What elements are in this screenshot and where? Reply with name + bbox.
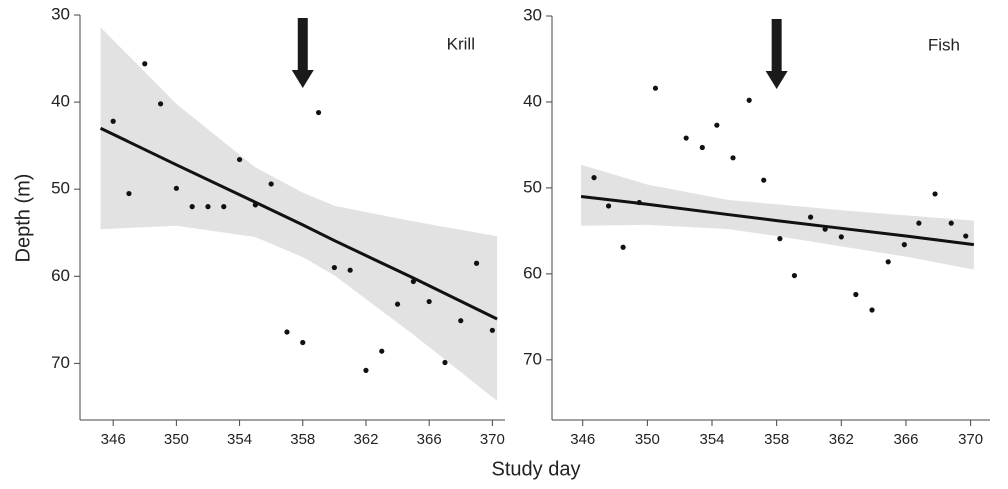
data-point <box>620 244 626 250</box>
panel-label: Fish <box>928 35 960 54</box>
data-point <box>807 214 814 220</box>
x-tick-label: 350 <box>164 431 189 448</box>
y-tick-label: 40 <box>51 92 70 111</box>
data-point <box>683 135 689 141</box>
data-point <box>822 226 828 232</box>
data-point <box>777 236 783 242</box>
data-point <box>110 118 116 124</box>
event-arrow <box>765 19 788 89</box>
data-point <box>458 318 464 324</box>
data-point <box>838 234 844 240</box>
x-tick-label: 362 <box>829 431 854 448</box>
data-point <box>791 272 798 279</box>
x-tick-label: 346 <box>101 431 126 448</box>
data-point <box>142 61 148 67</box>
x-tick-label: 354 <box>699 431 724 448</box>
data-point <box>410 278 416 285</box>
y-axis-label: Depth (m) <box>12 174 34 263</box>
data-point <box>473 260 480 266</box>
x-tick-label: 366 <box>417 431 442 448</box>
data-point <box>284 329 290 335</box>
data-point <box>363 367 369 373</box>
x-tick-label: 358 <box>290 431 315 448</box>
data-point <box>221 204 227 210</box>
data-point <box>699 144 705 151</box>
data-point <box>652 85 659 91</box>
x-tick-label: 350 <box>635 431 660 448</box>
data-point <box>948 220 954 226</box>
confidence-band <box>100 27 498 401</box>
data-point <box>205 204 211 210</box>
data-point <box>347 267 353 273</box>
data-point <box>489 327 495 333</box>
y-tick-label: 70 <box>523 349 542 368</box>
data-point <box>300 339 306 346</box>
data-point <box>394 301 401 307</box>
panel-label: Krill <box>447 34 475 53</box>
y-tick-label: 70 <box>51 353 70 372</box>
data-point <box>901 242 907 248</box>
data-point <box>605 203 612 209</box>
data-point <box>714 122 720 128</box>
data-point <box>636 199 642 206</box>
data-point <box>236 156 243 163</box>
data-point <box>869 307 875 313</box>
y-tick-label: 40 <box>523 91 542 110</box>
x-tick-label: 354 <box>227 431 252 448</box>
data-point <box>189 204 195 210</box>
data-point <box>916 220 922 226</box>
data-point <box>268 181 274 187</box>
x-tick-label: 346 <box>570 431 595 448</box>
y-tick-label: 60 <box>523 263 542 282</box>
data-point <box>173 185 179 191</box>
data-point <box>331 264 337 271</box>
data-point <box>730 155 736 161</box>
x-tick-label: 370 <box>480 431 505 448</box>
x-axis-label: Study day <box>492 458 581 480</box>
data-point <box>426 298 432 305</box>
x-tick-label: 370 <box>958 431 983 448</box>
event-arrow <box>291 18 314 88</box>
y-tick-label: 50 <box>51 179 70 198</box>
data-point <box>885 259 891 265</box>
y-tick-label: 50 <box>523 177 542 196</box>
regression-line <box>580 195 975 247</box>
data-point <box>315 109 322 116</box>
data-point <box>932 191 938 197</box>
data-point <box>157 101 164 107</box>
regression-line <box>99 126 498 321</box>
x-tick-label: 362 <box>353 431 378 448</box>
y-tick-label: 60 <box>51 266 70 285</box>
data-point <box>442 359 448 366</box>
data-point <box>591 175 597 181</box>
data-point <box>252 202 258 208</box>
data-point <box>853 291 859 298</box>
data-point <box>761 177 767 183</box>
data-point <box>126 190 132 197</box>
y-tick-label: 30 <box>51 4 70 23</box>
data-point <box>746 97 752 103</box>
confidence-band <box>581 164 974 270</box>
x-tick-label: 358 <box>764 431 789 448</box>
x-tick-label: 366 <box>893 431 918 448</box>
data-point <box>963 233 969 239</box>
data-point <box>379 348 385 354</box>
y-tick-label: 30 <box>523 5 542 24</box>
